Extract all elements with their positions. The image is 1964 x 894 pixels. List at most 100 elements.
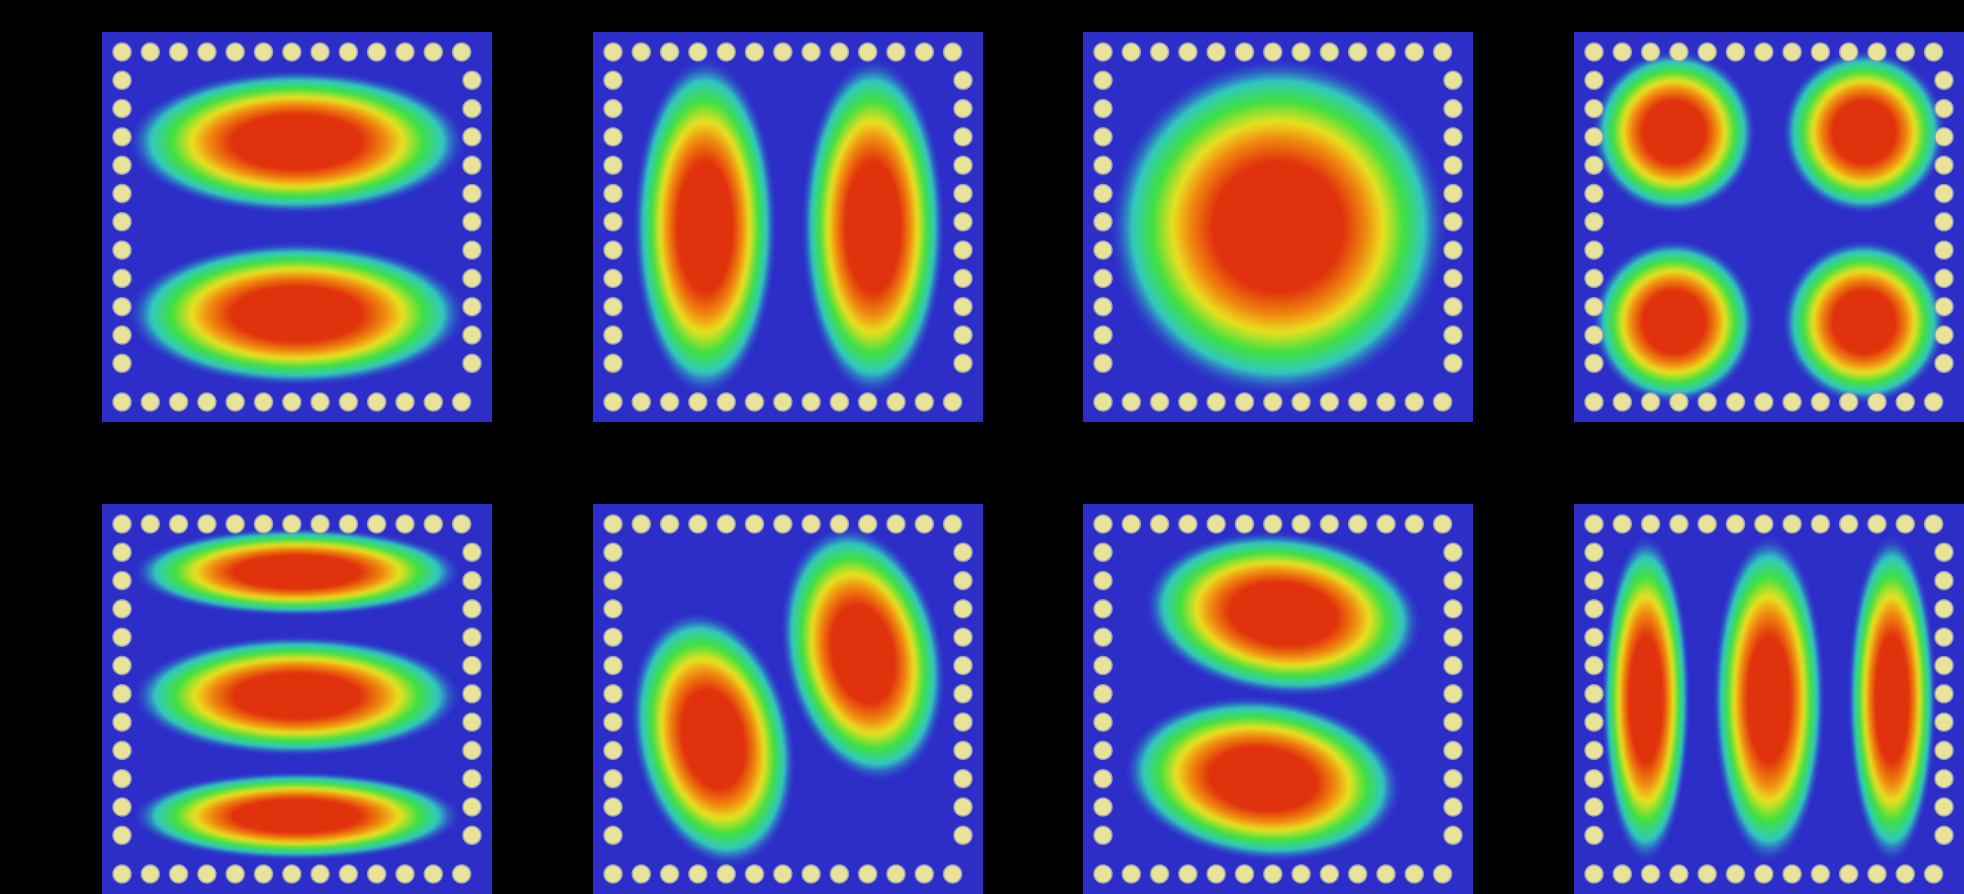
dielectric-rod (1234, 392, 1255, 412)
dielectric-rod (423, 864, 444, 884)
dielectric-rod (953, 325, 973, 345)
field-lobe (1123, 696, 1403, 862)
dielectric-rod (1895, 514, 1916, 534)
dielectric-rod (462, 825, 482, 846)
dielectric-rod (1584, 570, 1604, 591)
dielectric-rod (1093, 712, 1113, 732)
mode-panel-5 (102, 504, 492, 894)
dielectric-rod (1782, 392, 1802, 412)
dielectric-rod (1347, 864, 1368, 884)
dielectric-rod (1347, 514, 1368, 534)
dielectric-rod (603, 712, 623, 732)
dielectric-rod (1319, 42, 1340, 62)
field-map (102, 32, 492, 422)
dielectric-rod (603, 514, 623, 534)
dielectric-rod (1234, 864, 1255, 884)
dielectric-rod (282, 392, 302, 412)
dielectric-rod (1584, 127, 1604, 147)
dielectric-rod (462, 768, 482, 789)
dielectric-rod (338, 514, 359, 534)
field-lobe (1592, 240, 1756, 404)
dielectric-rod (1443, 268, 1463, 289)
dielectric-rod (1093, 392, 1113, 412)
dielectric-rod (1782, 42, 1802, 62)
dielectric-rod (1149, 514, 1170, 534)
dielectric-rod (1934, 627, 1954, 647)
dielectric-rod (953, 712, 973, 732)
dielectric-rod (1934, 570, 1954, 591)
dielectric-rod (1725, 864, 1746, 884)
dielectric-rod (1584, 183, 1604, 204)
dielectric-rod (1093, 514, 1113, 534)
dielectric-rod (1810, 42, 1831, 62)
mode-panel-8 (1574, 504, 1964, 894)
dielectric-rod (1640, 864, 1661, 884)
rod-lattice (603, 514, 973, 884)
dielectric-rod (829, 864, 850, 884)
dielectric-rod (1934, 825, 1954, 846)
dielectric-rod (253, 392, 274, 412)
dielectric-rod (1319, 514, 1340, 534)
dielectric-rod (1669, 864, 1689, 884)
dielectric-rod (395, 42, 415, 62)
dielectric-rod (1612, 42, 1633, 62)
dielectric-rod (829, 42, 850, 62)
dielectric-rod (773, 392, 793, 412)
dielectric-rod (1291, 392, 1311, 412)
dielectric-rod (1612, 514, 1633, 534)
dielectric-rod (1584, 740, 1604, 761)
dielectric-rod (462, 183, 482, 204)
dielectric-rod (1443, 797, 1463, 817)
dielectric-rod (1867, 514, 1887, 534)
dielectric-rod (1584, 296, 1604, 317)
dielectric-rod (1291, 514, 1311, 534)
dielectric-rod (1754, 42, 1774, 62)
dielectric-rod (225, 514, 245, 534)
rod-lattice (112, 514, 482, 884)
dielectric-rod (773, 42, 793, 62)
dielectric-rod (1584, 627, 1604, 647)
dielectric-rod (953, 797, 973, 817)
dielectric-rod (1206, 42, 1226, 62)
dielectric-rod (112, 864, 132, 884)
field-lobes (633, 57, 945, 397)
dielectric-rod (1754, 392, 1774, 412)
dielectric-rod (395, 514, 415, 534)
dielectric-rod (1584, 797, 1604, 817)
dielectric-rod (1934, 684, 1954, 704)
dielectric-rod (1432, 42, 1453, 62)
field-lobe (1782, 50, 1946, 214)
dielectric-rod (112, 740, 132, 761)
dielectric-rod (886, 864, 906, 884)
dielectric-rod (914, 864, 935, 884)
dielectric-rod (1404, 864, 1425, 884)
dielectric-rod (1319, 392, 1340, 412)
dielectric-rod (1347, 392, 1368, 412)
dielectric-rod (942, 42, 963, 62)
dielectric-rod (953, 127, 973, 147)
dielectric-rod (1934, 353, 1954, 374)
dielectric-rod (1697, 514, 1717, 534)
dielectric-rod (1584, 768, 1604, 789)
field-lobes (630, 525, 946, 868)
dielectric-rod (395, 864, 415, 884)
dielectric-rod (112, 70, 132, 91)
dielectric-rod (603, 268, 623, 289)
dielectric-rod (603, 353, 623, 374)
dielectric-rod (603, 155, 623, 175)
dielectric-rod (1838, 864, 1859, 884)
dielectric-rod (366, 864, 387, 884)
field-lobe (1108, 57, 1448, 397)
field-lobe (780, 525, 946, 783)
field-map (593, 504, 983, 894)
dielectric-rod (451, 514, 472, 534)
mode-panel-1 (102, 32, 492, 422)
dielectric-rod (953, 655, 973, 676)
dielectric-rod (462, 712, 482, 732)
dielectric-rod (1093, 155, 1113, 175)
dielectric-rod (1923, 864, 1944, 884)
dielectric-rod (168, 514, 189, 534)
dielectric-rod (168, 42, 189, 62)
field-lobe (633, 57, 777, 397)
dielectric-rod (857, 392, 878, 412)
